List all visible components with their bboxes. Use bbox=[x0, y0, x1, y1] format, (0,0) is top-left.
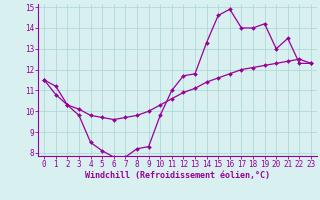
X-axis label: Windchill (Refroidissement éolien,°C): Windchill (Refroidissement éolien,°C) bbox=[85, 171, 270, 180]
